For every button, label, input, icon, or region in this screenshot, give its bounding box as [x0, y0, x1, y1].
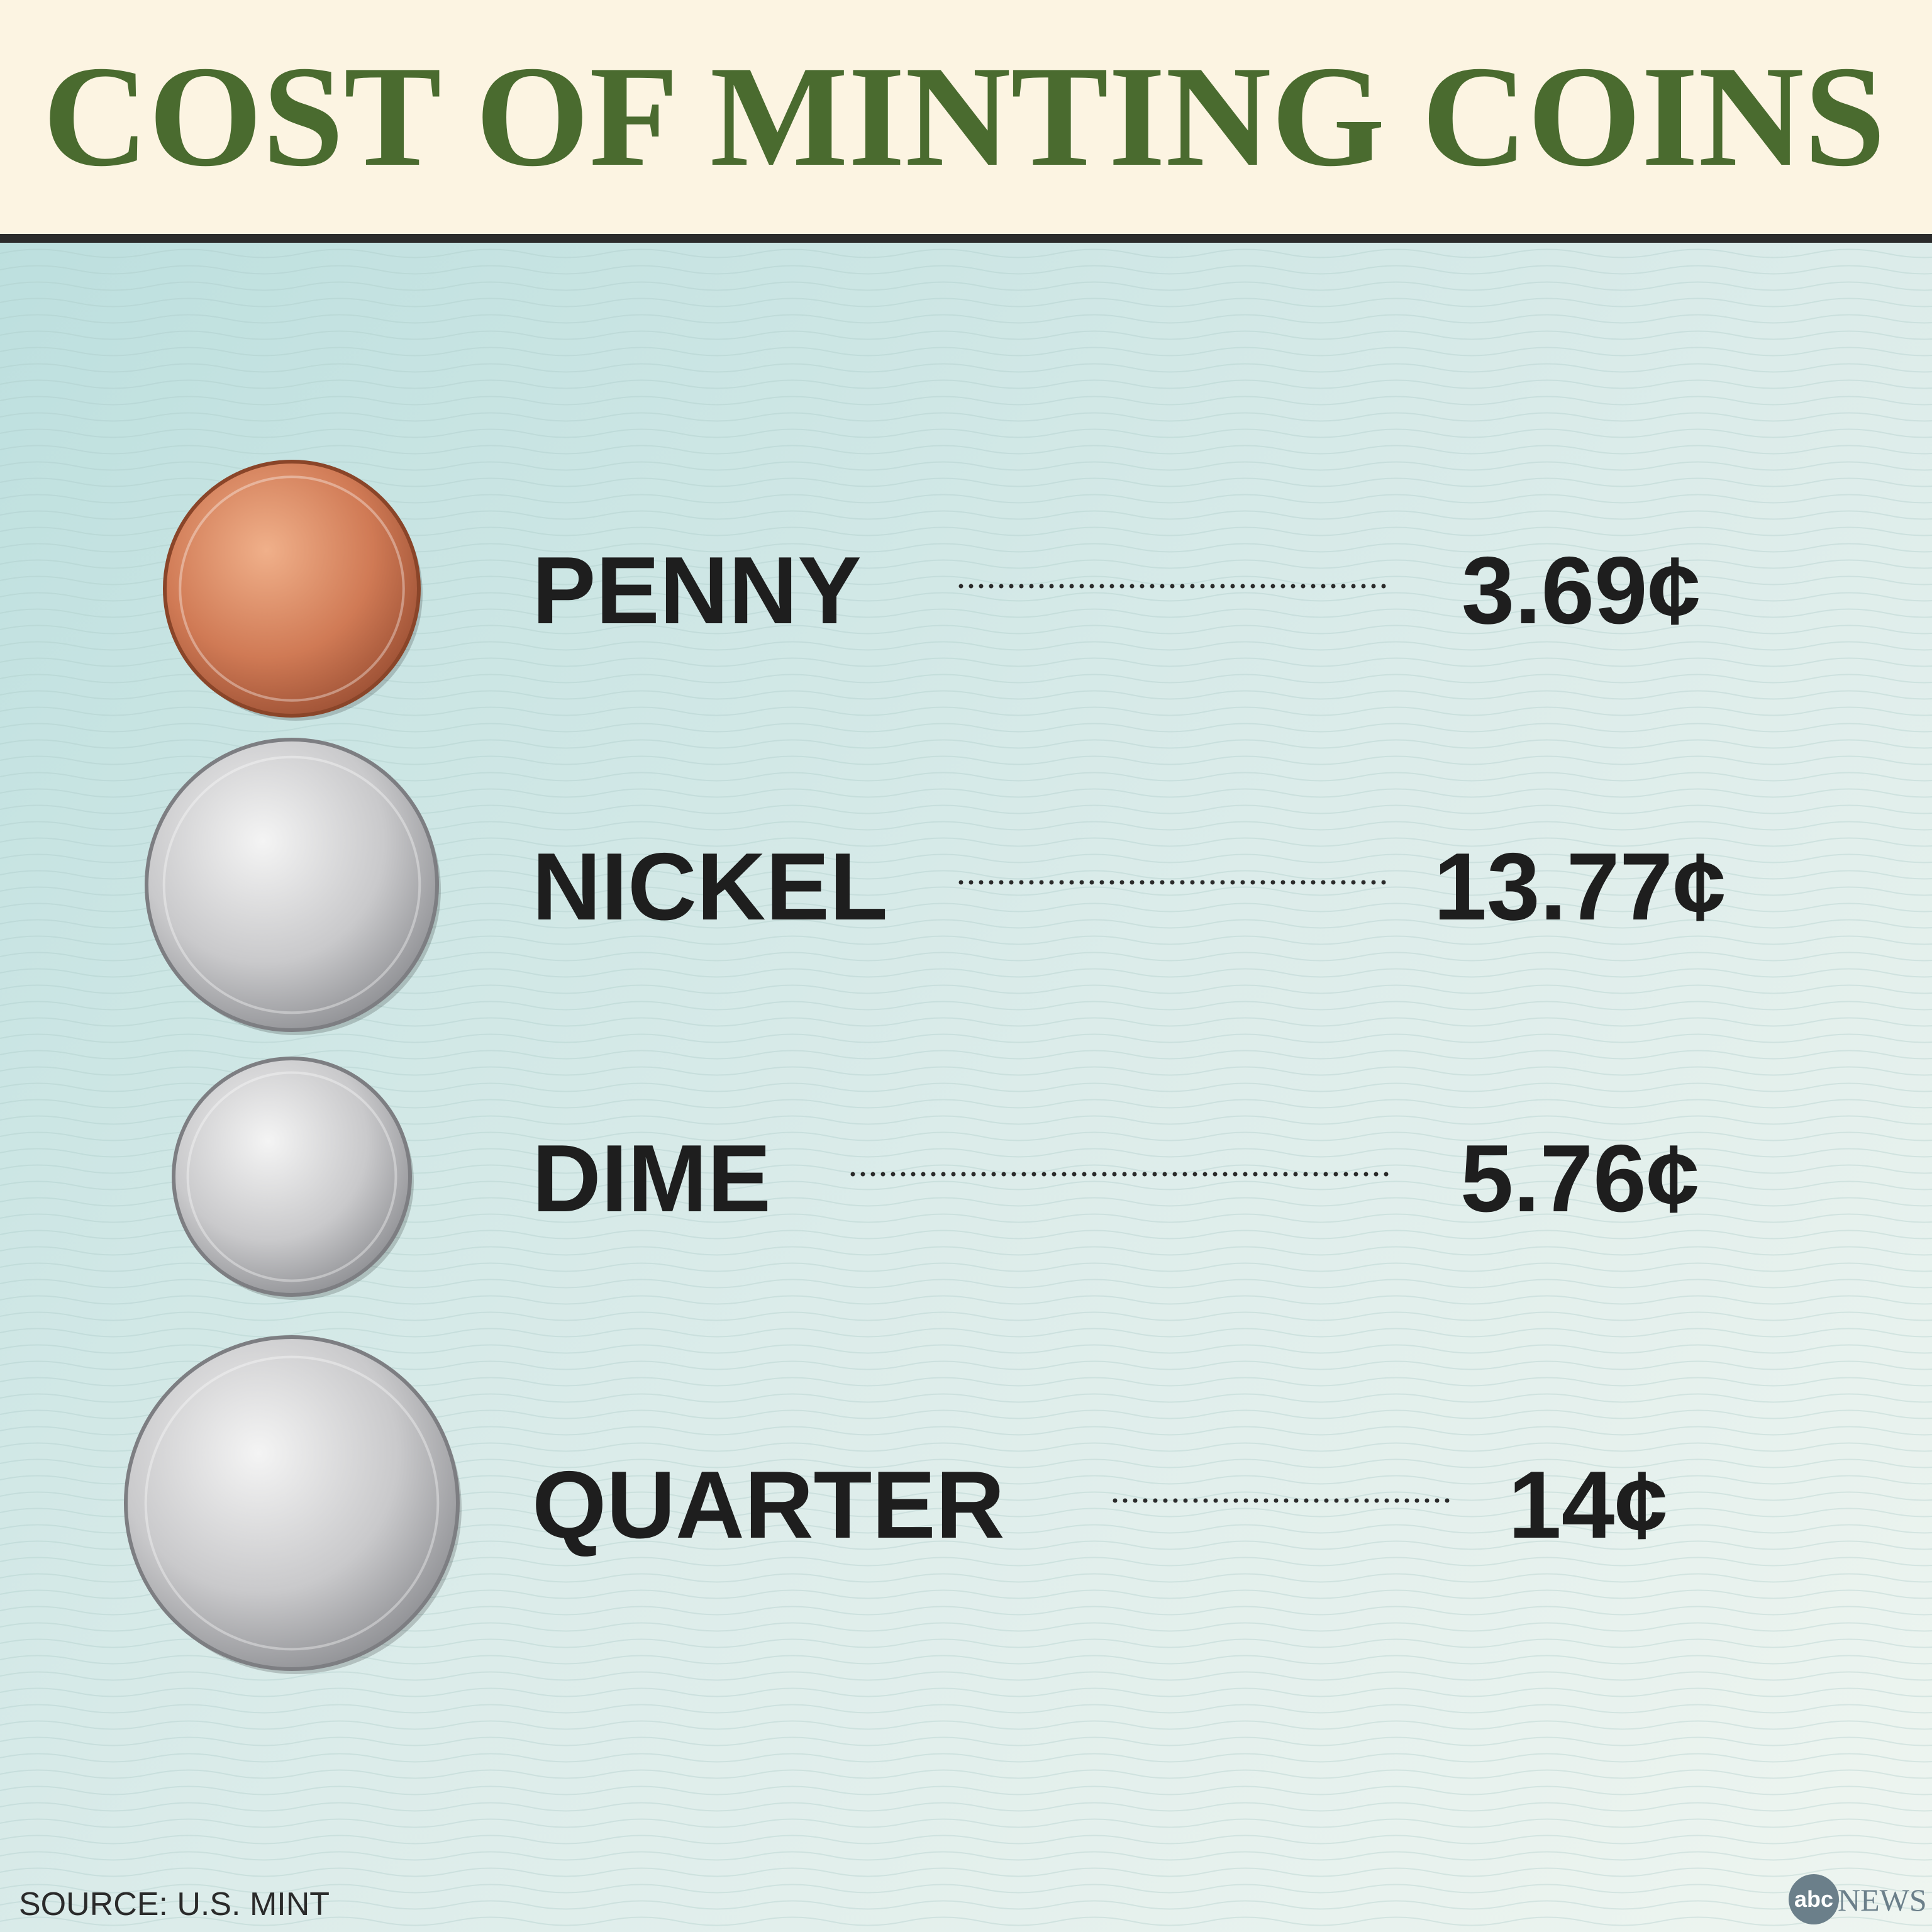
logo-circle	[1789, 1874, 1839, 1924]
logo-text: NEWS	[1838, 1882, 1927, 1918]
coin-name: QUARTER	[532, 1452, 1005, 1558]
coin-row: NICKEL 13.77¢	[145, 738, 1726, 1035]
coin-name: NICKEL	[532, 833, 888, 940]
header-rule	[0, 234, 1932, 243]
coin-cost: 5.76¢	[1460, 1125, 1699, 1232]
coin-row: DIME 5.76¢	[172, 1057, 1699, 1300]
coin	[163, 460, 421, 718]
coin	[172, 1057, 412, 1297]
coin-rim	[179, 475, 405, 702]
source: SOURCE: U.S. MINT	[19, 1886, 330, 1923]
coin-cost: 14¢	[1508, 1452, 1668, 1558]
coin-list: PENNY 3.69¢ NICKEL 13.77¢ DIME 5.76¢ QUARTER 14…	[124, 460, 1726, 1674]
title: COST OF MINTING COINS	[43, 36, 1885, 196]
logo-mark: abc	[1794, 1886, 1833, 1912]
coin-name: DIME	[532, 1125, 771, 1232]
coin-cost: 3.69¢	[1462, 537, 1701, 644]
coin-name: PENNY	[532, 537, 862, 644]
coin-rim	[186, 1071, 397, 1282]
coin-row: QUARTER 14¢	[124, 1335, 1668, 1674]
coin	[145, 738, 439, 1032]
coin-cost: 13.77¢	[1434, 833, 1726, 940]
coin-rim	[144, 1355, 440, 1651]
header-band	[0, 0, 1932, 235]
coin	[124, 1335, 460, 1671]
coin-row: PENNY 3.69¢	[163, 460, 1701, 721]
coin-rim	[162, 755, 421, 1014]
